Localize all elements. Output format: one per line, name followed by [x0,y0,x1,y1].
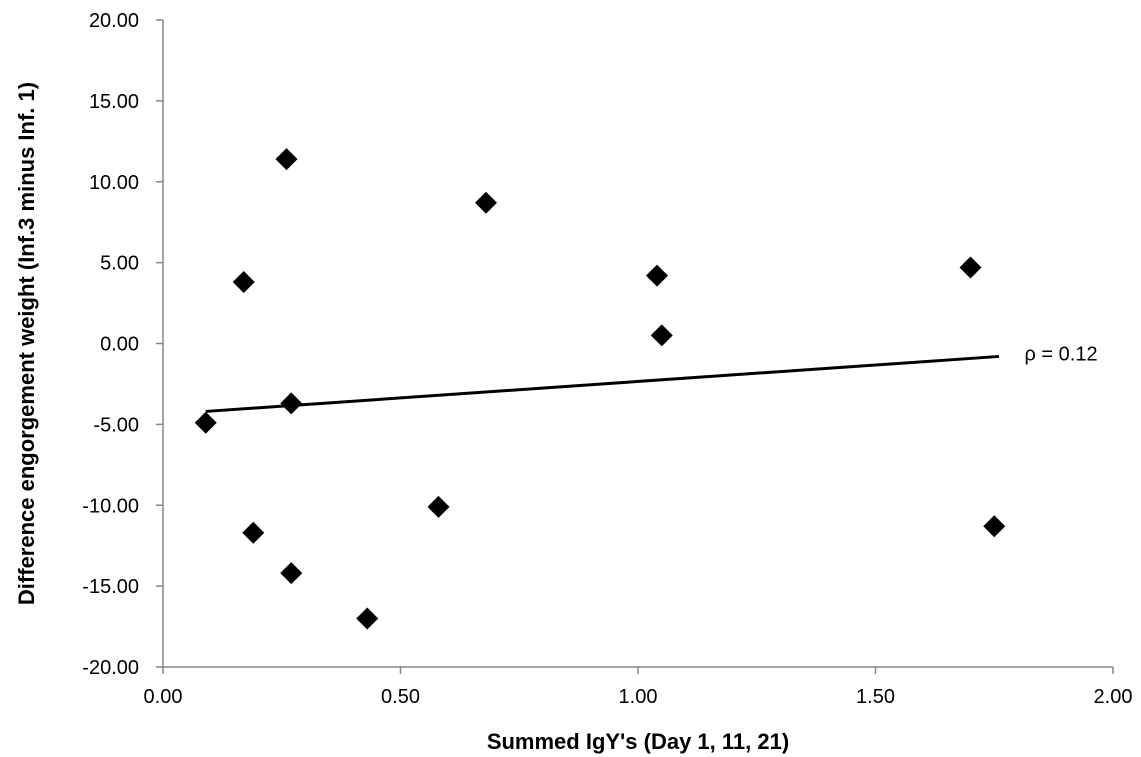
data-point [275,148,298,171]
data-point [356,607,379,630]
data-point [427,495,450,518]
x-tick-label: 0.50 [381,686,420,708]
y-tick-label: -15.00 [82,576,139,598]
y-tick-label: 10.00 [89,172,139,194]
correlation-annotation: ρ = 0.12 [1025,343,1098,365]
data-point [194,411,217,434]
data-point [475,191,497,214]
x-tick-label: 1.00 [619,686,658,708]
x-tick-label: 0.00 [144,686,183,708]
tick-labels: 20.00 15.00 10.00 5.00 0.00 -5.00 -10.00 -15.00… [82,10,1132,708]
x-tick-label: 1.50 [856,686,895,708]
data-point [959,256,982,279]
data-point [646,264,668,287]
data-point [242,521,265,544]
data-point [232,271,255,294]
y-tick-label: -20.00 [82,657,139,679]
x-tick-label: 2.00 [1094,686,1133,708]
x-axis-title: Summed IgY's (Day 1, 11, 21) [487,729,789,754]
y-tick-label: -10.00 [82,495,139,517]
data-point [280,562,303,585]
trendline [205,354,1000,413]
y-tick-label: 15.00 [89,91,139,113]
y-tick-label: -5.00 [93,414,139,436]
data-point [280,392,303,415]
data-points [194,148,1006,630]
axes [156,19,1114,674]
y-tick-label: 0.00 [100,334,139,356]
data-point [650,324,673,347]
trendline-layer [205,354,1000,413]
y-tick-label: 5.00 [100,253,139,275]
y-tick-label: 20.00 [89,10,139,32]
y-axis-title: Difference engorgement weight (Inf.3 min… [14,82,39,605]
data-point [983,515,1006,538]
